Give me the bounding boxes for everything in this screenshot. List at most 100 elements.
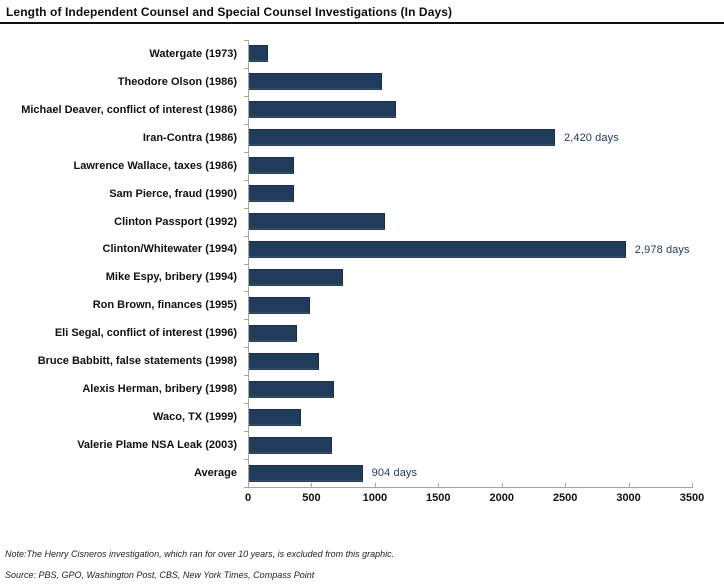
category-label: Waco, TX (1999) [153,411,237,424]
category-label: Alexis Herman, bribery (1998) [82,383,237,396]
bar-track [248,68,724,96]
chart-row: Watergate (1973) [0,40,724,68]
note-text: Note:The Henry Cisneros investigation, w… [5,549,395,559]
y-tick [244,95,248,97]
bar-track: 2,420 days [248,124,724,152]
y-tick [244,263,248,265]
x-tick-label: 3500 [679,492,705,504]
x-tick [565,483,567,487]
x-tick-label: 500 [302,492,321,504]
chart-row: Valerie Plame NSA Leak (2003) [0,431,724,459]
bar-track: 2,978 days [248,236,724,264]
x-tick-label: 1000 [362,492,388,504]
title-underline [0,22,724,24]
y-tick [244,151,248,153]
y-tick [244,179,248,181]
bar-track: 904 days [248,459,724,487]
bar [248,380,334,398]
bar [248,241,626,259]
bar-value-label: 904 days [371,467,418,480]
x-tick [248,483,249,487]
category-label: Mike Espy, bribery (1994) [105,271,237,284]
chart-row: Bruce Babbitt, false statements (1998) [0,347,724,375]
y-tick [244,487,248,489]
y-tick [244,123,248,125]
bar [248,464,363,482]
x-tick-label: 0 [244,492,252,504]
category-label: Iran-Contra (1986) [142,131,237,144]
chart-row: Michael Deaver, conflict of interest (19… [0,96,724,124]
y-tick [244,67,248,69]
bar-track [248,208,724,236]
category-label: Lawrence Wallace, taxes (1986) [73,159,237,172]
y-tick [244,291,248,293]
category-label: Average [193,466,237,479]
category-label: Bruce Babbitt, false statements (1998) [37,355,237,368]
bar-track [248,264,724,292]
bar-track [248,96,724,124]
bar-value-label: 2,420 days [563,131,619,144]
y-tick [244,459,248,461]
category-label: Ron Brown, finances (1995) [92,299,237,312]
bar-track [248,319,724,347]
y-axis-line [248,40,249,487]
bar [248,185,295,203]
x-tick [374,483,376,487]
y-tick [244,319,248,321]
source-text: Source: PBS, GPO, Washington Post, CBS, … [5,570,315,580]
y-tick [244,235,248,237]
bar-track [248,431,724,459]
chart-row: Alexis Herman, bribery (1998) [0,375,724,403]
bar-rows: Watergate (1973) Theodore Olson (1986) Mic… [0,40,724,487]
bar [248,101,397,119]
bar-track [248,375,724,403]
chart-row: Theodore Olson (1986) [0,68,724,96]
chart-row: Clinton Passport (1992) [0,208,724,236]
bar-track [248,291,724,319]
x-tick-label: 2000 [489,492,514,504]
chart-row: Clinton/Whitewater (1994) 2,978 days [0,236,724,264]
y-tick [244,207,248,209]
chart-row: Average 904 days [0,459,724,487]
chart-row: Eli Segal, conflict of interest (1996) [0,319,724,347]
x-tick [628,483,630,487]
bar [248,296,311,314]
y-tick [244,431,248,433]
x-tick-label: 1500 [426,492,451,504]
bar-track [248,40,724,68]
bar-track [248,152,724,180]
bar [248,324,297,342]
bar [248,213,385,231]
bar [248,73,383,91]
category-label: Theodore Olson (1986) [117,75,237,88]
category-label: Valerie Plame NSA Leak (2003) [77,439,237,452]
bar [248,352,320,370]
chart-row: Lawrence Wallace, taxes (1986) [0,152,724,180]
x-tick [501,483,503,487]
x-axis-line: 0 500 1000 1500 2000 2500 3000 3500 [245,483,704,504]
y-tick [244,375,248,377]
category-label: Watergate (1973) [149,47,237,60]
bar [248,268,344,286]
bar [248,157,295,175]
chart-title: Length of Independent Counsel and Specia… [6,5,453,19]
category-label: Eli Segal, conflict of interest (1996) [54,327,237,340]
x-tick [311,483,313,487]
bar-track [248,403,724,431]
category-label: Clinton/Whitewater (1994) [102,243,237,256]
category-label: Michael Deaver, conflict of interest (19… [21,103,237,116]
chart-row: Waco, TX (1999) [0,403,724,431]
bar [248,436,333,454]
chart-row: Mike Espy, bribery (1994) [0,264,724,292]
bar-value-label: 2,978 days [634,243,690,256]
bar [248,129,555,147]
x-tick-label: 2500 [552,492,578,504]
bar-chart: Watergate (1973) Theodore Olson (1986) Mic… [0,40,724,504]
bar-track [248,347,724,375]
bar-track [248,180,724,208]
category-label: Clinton Passport (1992) [114,215,237,228]
chart-row: Sam Pierce, fraud (1990) [0,180,724,208]
x-tick [692,483,693,487]
chart-row: Ron Brown, finances (1995) [0,291,724,319]
